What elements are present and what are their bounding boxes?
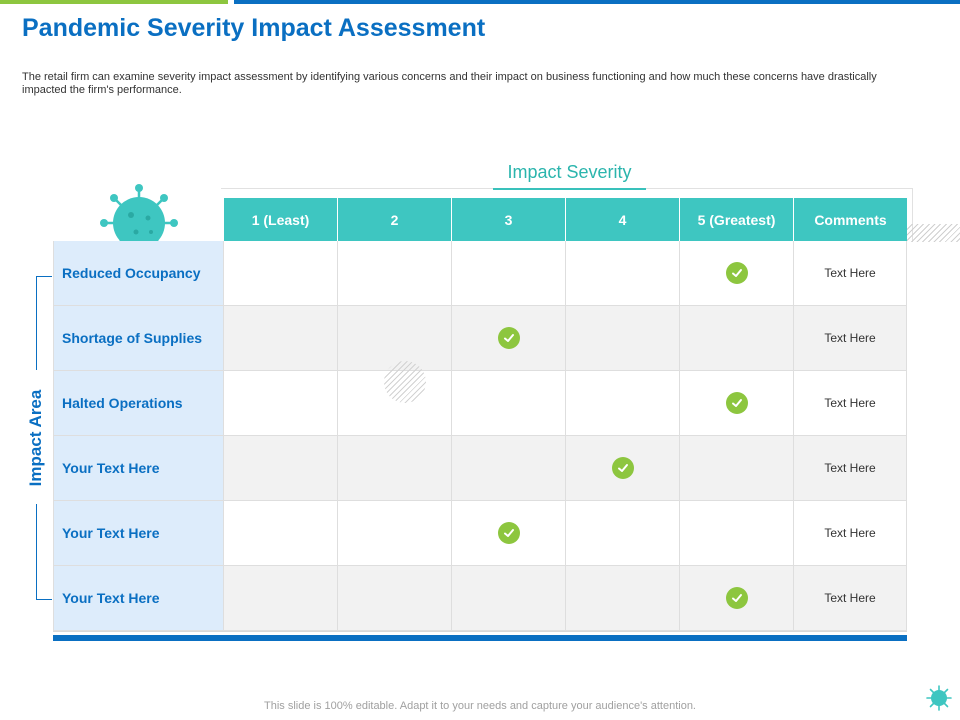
impact-area-label: Impact Area: [26, 389, 45, 487]
severity-header-row: 1 (Least) 2 3 4 5 (Greatest) Comments: [224, 198, 907, 242]
severity-cell-5: [680, 436, 794, 501]
check-icon: [497, 327, 520, 349]
severity-cell-2: [338, 566, 452, 631]
comment-cell: Text Here: [794, 501, 907, 566]
severity-cell-4: [566, 501, 680, 566]
column-header-1: 1 (Least): [224, 198, 338, 242]
impact-area-cell: Your Text Here: [53, 436, 224, 501]
severity-cell-2: [338, 306, 452, 371]
comment-cell: Text Here: [794, 371, 907, 436]
check-icon: [725, 262, 748, 284]
severity-cell-3: [452, 566, 566, 631]
page-description: The retail firm can examine severity imp…: [22, 71, 877, 96]
table-row: Your Text Here Text Here: [53, 566, 907, 631]
bracket-tick-bottom: [36, 599, 52, 600]
severity-cell-3: [452, 501, 566, 566]
severity-cell-1: [224, 436, 338, 501]
column-header-5: 5 (Greatest): [680, 198, 794, 242]
severity-cell-4: [566, 371, 680, 436]
table-row: Reduced Occupancy Text Here: [53, 241, 907, 306]
severity-cell-1: [224, 566, 338, 631]
column-header-comments: Comments: [794, 198, 907, 242]
column-header-2: 2: [338, 198, 452, 242]
severity-cell-3: [452, 241, 566, 306]
severity-cell-4: [566, 566, 680, 631]
severity-cell-3: [452, 306, 566, 371]
comment-cell: Text Here: [794, 241, 907, 306]
severity-cell-2: [338, 436, 452, 501]
impact-severity-underline: [493, 188, 646, 190]
comment-cell: Text Here: [794, 306, 907, 371]
assessment-table: Reduced Occupancy Text Here Shortage of Su…: [53, 241, 907, 632]
bracket-line-top: [36, 276, 37, 370]
severity-cell-4: [566, 241, 680, 306]
severity-cell-1: [224, 501, 338, 566]
table-row: Your Text Here Text Here: [53, 436, 907, 501]
severity-cell-5: [680, 566, 794, 631]
severity-cell-2: [338, 501, 452, 566]
severity-cell-3: [452, 436, 566, 501]
impact-area-cell: Shortage of Supplies: [53, 306, 224, 371]
footer-note: This slide is 100% editable. Adapt it to…: [264, 700, 696, 712]
virus-icon-small: [925, 684, 953, 712]
top-accent-green: [0, 0, 228, 4]
impact-area-cell: Halted Operations: [53, 371, 224, 436]
hatch-decoration: [906, 224, 960, 242]
table-row: Shortage of Supplies Text Here: [53, 306, 907, 371]
severity-cell-4: [566, 436, 680, 501]
severity-cell-4: [566, 306, 680, 371]
comment-cell: Text Here: [794, 566, 907, 631]
comment-cell: Text Here: [794, 436, 907, 501]
column-header-4: 4: [566, 198, 680, 242]
top-accent-blue: [234, 0, 960, 4]
impact-area-cell: Your Text Here: [53, 566, 224, 631]
table-row: Halted Operations Text Here: [53, 371, 907, 436]
severity-cell-5: [680, 501, 794, 566]
check-icon: [725, 392, 748, 414]
hatch-circle-decoration: [384, 361, 426, 403]
severity-cell-1: [224, 241, 338, 306]
column-header-3: 3: [452, 198, 566, 242]
virus-icon: [96, 180, 182, 246]
severity-cell-2: [338, 241, 452, 306]
table-bottom-bar: [53, 635, 907, 641]
bracket-tick-top: [36, 276, 52, 277]
impact-area-cell: Your Text Here: [53, 501, 224, 566]
severity-cell-5: [680, 306, 794, 371]
check-icon: [725, 587, 748, 609]
check-icon: [497, 522, 520, 544]
impact-area-cell: Reduced Occupancy: [53, 241, 224, 306]
table-row: Your Text Here Text Here: [53, 501, 907, 566]
bracket-line-bottom: [36, 504, 37, 599]
page-title: Pandemic Severity Impact Assessment: [22, 14, 486, 42]
check-icon: [611, 457, 634, 479]
severity-cell-1: [224, 306, 338, 371]
severity-cell-5: [680, 371, 794, 436]
severity-cell-5: [680, 241, 794, 306]
impact-severity-label: Impact Severity: [507, 162, 632, 182]
severity-cell-1: [224, 371, 338, 436]
severity-cell-3: [452, 371, 566, 436]
